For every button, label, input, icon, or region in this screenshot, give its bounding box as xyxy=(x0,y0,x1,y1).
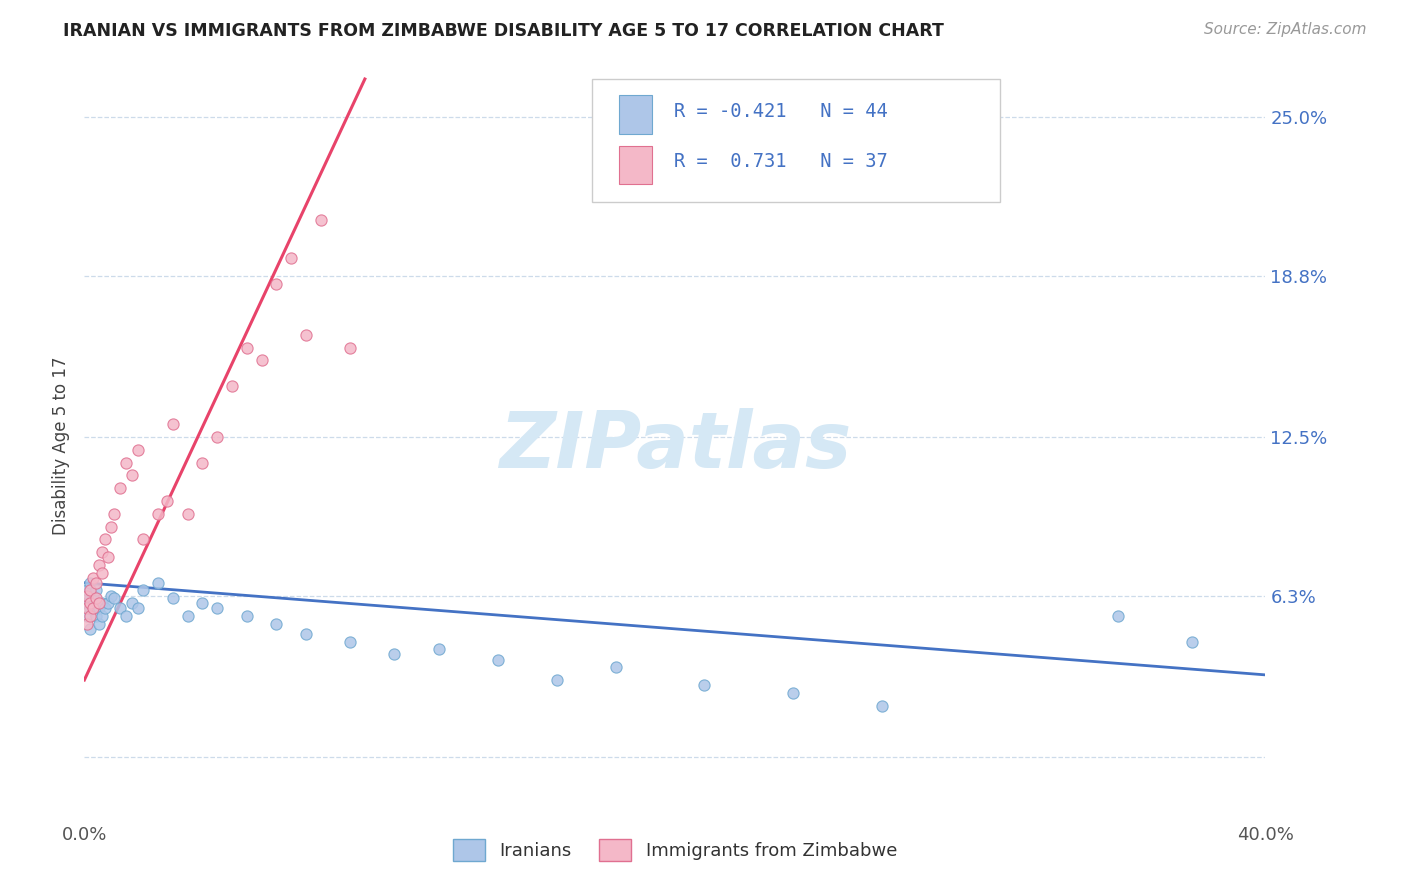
Point xyxy=(486,652,509,666)
Point xyxy=(1107,609,1129,624)
Point xyxy=(91,566,114,580)
Point xyxy=(94,533,117,547)
Point xyxy=(132,583,155,598)
Point xyxy=(97,596,120,610)
Point xyxy=(162,591,184,606)
Point xyxy=(108,601,131,615)
Point xyxy=(103,591,125,606)
Point xyxy=(295,327,318,342)
Point xyxy=(132,533,155,547)
Point xyxy=(100,589,122,603)
Point xyxy=(87,596,111,610)
Point xyxy=(191,596,214,610)
Y-axis label: Disability Age 5 to 17: Disability Age 5 to 17 xyxy=(52,357,70,535)
Point xyxy=(76,589,98,603)
Point xyxy=(82,571,104,585)
Point xyxy=(782,686,804,700)
Point xyxy=(693,678,716,692)
Point xyxy=(91,609,114,624)
Text: Source: ZipAtlas.com: Source: ZipAtlas.com xyxy=(1204,22,1367,37)
Text: ZIPatlas: ZIPatlas xyxy=(499,408,851,484)
Point xyxy=(82,601,104,615)
Point xyxy=(236,609,259,624)
Point xyxy=(207,430,229,444)
Point xyxy=(605,660,627,674)
Point xyxy=(82,596,104,610)
Point xyxy=(79,591,101,606)
Text: R =  0.731   N = 37: R = 0.731 N = 37 xyxy=(673,152,887,170)
Point xyxy=(79,622,101,636)
Point xyxy=(84,583,107,598)
Point xyxy=(82,601,104,615)
Point xyxy=(76,601,98,615)
Point xyxy=(76,609,98,624)
Point xyxy=(207,601,229,615)
FancyBboxPatch shape xyxy=(620,95,652,134)
Point xyxy=(1181,634,1204,648)
Point xyxy=(84,575,107,590)
Point xyxy=(177,507,200,521)
Point xyxy=(121,596,143,610)
Point xyxy=(87,558,111,572)
Point xyxy=(97,550,120,565)
Point xyxy=(87,601,111,615)
Point xyxy=(339,341,361,355)
Point xyxy=(79,575,101,590)
Point xyxy=(79,583,101,598)
Point xyxy=(91,596,114,610)
Point xyxy=(870,698,893,713)
Point xyxy=(236,341,259,355)
Point xyxy=(127,442,149,457)
Point xyxy=(250,353,273,368)
Point xyxy=(91,545,114,559)
Point xyxy=(79,596,101,610)
Text: R = -0.421   N = 44: R = -0.421 N = 44 xyxy=(673,102,887,120)
Point xyxy=(84,609,107,624)
Point xyxy=(79,601,101,615)
Point xyxy=(76,596,98,610)
Point xyxy=(177,609,200,624)
Point xyxy=(114,609,136,624)
Point xyxy=(162,417,184,432)
Point xyxy=(108,481,131,495)
Point xyxy=(79,609,101,624)
Point xyxy=(148,575,170,590)
Point xyxy=(87,616,111,631)
Point xyxy=(103,507,125,521)
Point xyxy=(76,616,98,631)
Point xyxy=(546,673,568,687)
Point xyxy=(82,589,104,603)
Text: IRANIAN VS IMMIGRANTS FROM ZIMBABWE DISABILITY AGE 5 TO 17 CORRELATION CHART: IRANIAN VS IMMIGRANTS FROM ZIMBABWE DISA… xyxy=(63,22,945,40)
Point xyxy=(84,591,107,606)
Point xyxy=(266,616,288,631)
Point xyxy=(266,277,288,291)
Point xyxy=(280,251,302,265)
Point xyxy=(127,601,149,615)
Point xyxy=(309,212,332,227)
Point xyxy=(76,583,98,598)
Point xyxy=(114,456,136,470)
Point xyxy=(339,634,361,648)
Point xyxy=(156,494,179,508)
Legend: Iranians, Immigrants from Zimbabwe: Iranians, Immigrants from Zimbabwe xyxy=(446,831,904,868)
Point xyxy=(100,519,122,533)
Point xyxy=(221,379,243,393)
Point xyxy=(295,627,318,641)
FancyBboxPatch shape xyxy=(592,78,1000,202)
Point xyxy=(94,601,117,615)
Point xyxy=(148,507,170,521)
FancyBboxPatch shape xyxy=(620,145,652,184)
Point xyxy=(191,456,214,470)
Point xyxy=(121,468,143,483)
Point xyxy=(382,648,406,662)
Point xyxy=(427,642,450,657)
